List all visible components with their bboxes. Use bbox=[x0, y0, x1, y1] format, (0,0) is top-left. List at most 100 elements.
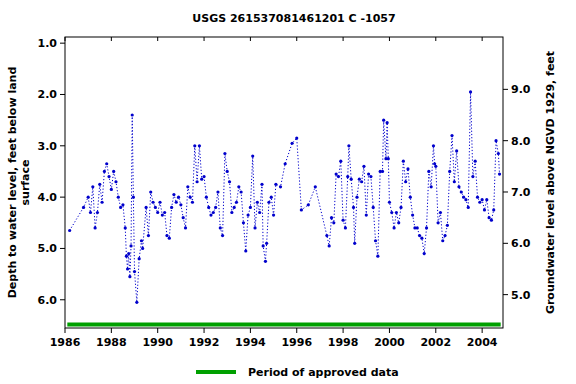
x-tick bbox=[157, 328, 158, 333]
data-point bbox=[423, 252, 426, 255]
data-point bbox=[441, 239, 444, 242]
data-point bbox=[460, 190, 463, 193]
data-point bbox=[399, 206, 402, 209]
x-tick-label: 1986 bbox=[50, 336, 81, 349]
x-tick-label: 1988 bbox=[96, 336, 127, 349]
x-tick bbox=[435, 328, 436, 333]
data-point bbox=[498, 172, 501, 175]
data-point bbox=[353, 242, 356, 245]
x-tick bbox=[111, 328, 112, 333]
background bbox=[0, 0, 576, 384]
data-point bbox=[141, 247, 144, 250]
y-tick-label: 3.0 bbox=[38, 140, 58, 153]
data-point bbox=[382, 119, 385, 122]
data-point bbox=[128, 275, 131, 278]
x-tick-label: 1994 bbox=[235, 336, 266, 349]
x-tick-top bbox=[435, 37, 436, 41]
data-point bbox=[202, 175, 205, 178]
x-tick-label: 2002 bbox=[420, 336, 451, 349]
data-point bbox=[145, 206, 148, 209]
data-point bbox=[205, 196, 208, 199]
y-tick bbox=[60, 94, 65, 95]
data-point bbox=[392, 226, 395, 229]
y-tick-label: 1.0 bbox=[38, 37, 58, 50]
data-point bbox=[367, 172, 370, 175]
x-tick bbox=[343, 328, 344, 333]
data-point bbox=[490, 219, 493, 222]
data-point bbox=[264, 260, 267, 263]
y-axis-label: Depth to water level, feet below land bbox=[6, 67, 19, 299]
data-point bbox=[107, 175, 110, 178]
data-point bbox=[406, 167, 409, 170]
data-point bbox=[462, 196, 465, 199]
data-point bbox=[149, 190, 152, 193]
data-point bbox=[341, 219, 344, 222]
data-point bbox=[253, 226, 256, 229]
data-point bbox=[147, 234, 150, 237]
title: USGS 261537081461201 C -1057 bbox=[192, 12, 395, 25]
y-tick-label: 6.0 bbox=[38, 294, 58, 307]
data-point bbox=[182, 216, 185, 219]
data-point bbox=[350, 178, 353, 181]
x-tick-top bbox=[250, 37, 251, 41]
data-point bbox=[339, 160, 342, 163]
x-tick-label: 1996 bbox=[281, 336, 312, 349]
data-point bbox=[314, 185, 317, 188]
y2-tick-label: 7.0 bbox=[511, 186, 531, 199]
data-point bbox=[402, 160, 405, 163]
data-point bbox=[347, 144, 350, 147]
data-point bbox=[124, 226, 127, 229]
data-point bbox=[186, 185, 189, 188]
data-point bbox=[372, 206, 375, 209]
y2-tick bbox=[503, 294, 508, 295]
x-tick-top bbox=[204, 37, 205, 41]
data-point bbox=[443, 234, 446, 237]
data-point bbox=[328, 244, 331, 247]
data-point bbox=[369, 175, 372, 178]
series-line bbox=[67, 322, 500, 326]
data-point bbox=[358, 178, 361, 181]
data-point bbox=[395, 211, 398, 214]
data-point bbox=[457, 185, 460, 188]
data-point bbox=[265, 242, 268, 245]
data-point bbox=[125, 255, 128, 258]
data-point bbox=[235, 201, 238, 204]
data-point bbox=[492, 208, 495, 211]
data-point bbox=[138, 257, 141, 260]
data-point bbox=[198, 144, 201, 147]
y2-tick bbox=[503, 243, 508, 244]
data-point bbox=[151, 201, 154, 204]
data-point bbox=[251, 154, 254, 157]
y-tick bbox=[60, 145, 65, 146]
data-point bbox=[87, 196, 90, 199]
data-point bbox=[163, 211, 166, 214]
y-tick bbox=[60, 43, 65, 44]
x-tick-top bbox=[157, 37, 158, 41]
data-point bbox=[161, 213, 164, 216]
y-tick-label: 5.0 bbox=[38, 242, 58, 255]
x-tick-label: 1998 bbox=[328, 336, 359, 349]
data-point bbox=[189, 196, 192, 199]
series-line bbox=[70, 92, 500, 302]
y-axis-label: surface bbox=[19, 160, 32, 206]
data-point bbox=[223, 152, 226, 155]
data-point bbox=[96, 211, 99, 214]
data-point bbox=[262, 244, 265, 247]
data-point bbox=[121, 203, 124, 206]
data-point bbox=[249, 206, 252, 209]
data-point bbox=[158, 201, 161, 204]
data-point bbox=[94, 226, 97, 229]
legend-label: Period of approved data bbox=[248, 366, 399, 379]
data-point bbox=[91, 185, 94, 188]
data-point bbox=[226, 170, 229, 173]
data-point bbox=[481, 198, 484, 201]
x-tick bbox=[250, 328, 251, 333]
data-point bbox=[237, 185, 240, 188]
data-point bbox=[272, 213, 275, 216]
x-tick bbox=[296, 328, 297, 333]
data-point bbox=[411, 213, 414, 216]
data-point bbox=[279, 185, 282, 188]
data-point bbox=[103, 170, 106, 173]
data-point bbox=[330, 216, 333, 219]
data-point bbox=[386, 121, 389, 124]
